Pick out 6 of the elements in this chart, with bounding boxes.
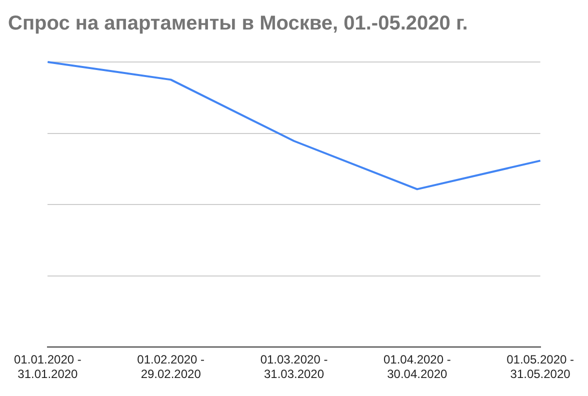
x-tick-label: 01.01.2020 - 31.01.2020 <box>14 352 82 382</box>
x-tick-label: 01.03.2020 - 31.03.2020 <box>260 352 328 382</box>
x-tick-label: 01.04.2020 - 30.04.2020 <box>383 352 451 382</box>
x-tick-label: 01.02.2020 - 29.02.2020 <box>137 352 205 382</box>
chart-title: Спрос на апартаменты в Москве, 01.-05.2020 г. <box>8 12 468 35</box>
x-tick-label: 01.05.2020 - 31.05.2020 <box>506 352 574 382</box>
